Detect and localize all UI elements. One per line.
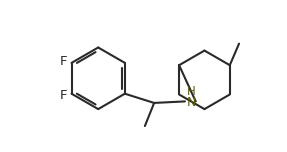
Text: N: N: [187, 96, 197, 109]
Text: F: F: [59, 89, 67, 102]
Text: H: H: [187, 85, 196, 98]
Text: F: F: [59, 55, 67, 68]
